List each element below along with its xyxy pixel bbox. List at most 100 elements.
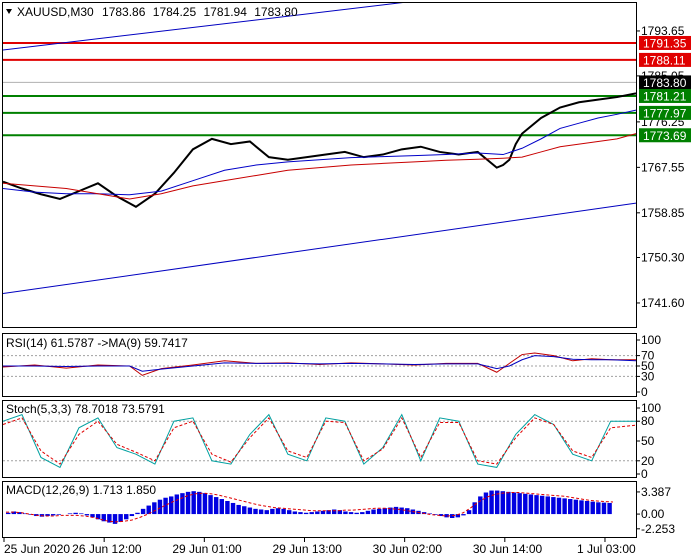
dropdown-triangle-icon[interactable] xyxy=(6,9,12,14)
rsi-panel[interactable] xyxy=(2,333,637,397)
ohlc-open: 1783.86 xyxy=(102,5,146,19)
macd-bar xyxy=(275,508,281,515)
macd-bar xyxy=(258,509,264,515)
macd-bar xyxy=(146,505,151,515)
macd-bar xyxy=(56,514,62,515)
level-label: 1773.69 xyxy=(643,129,687,143)
macd-bar xyxy=(180,493,185,515)
price-series-line xyxy=(3,109,636,196)
macd-bar xyxy=(281,508,286,515)
x-tick-label: 29 Jun 01:00 xyxy=(172,542,242,556)
y-tick-label: 1750.30 xyxy=(641,250,685,264)
level-label-bg xyxy=(639,105,691,120)
macd-bar xyxy=(376,508,382,515)
macd-bar xyxy=(551,497,556,515)
macd-bar xyxy=(50,514,56,516)
osc-tick-label: 0 xyxy=(641,385,648,399)
macd-bar xyxy=(11,511,17,515)
macd-bar xyxy=(590,501,595,515)
level-label: 1781.21 xyxy=(643,89,687,103)
price-panel[interactable] xyxy=(2,2,637,328)
osc-series-line xyxy=(2,416,637,465)
macd-bar xyxy=(303,512,309,515)
macd-bar xyxy=(483,492,489,515)
stoch-header: Stoch(5,3,3) 78.7018 73.5791 xyxy=(6,402,165,416)
macd-bar xyxy=(213,497,219,515)
x-tick-label: 26 Jun 12:00 xyxy=(72,542,142,556)
macd-bar xyxy=(326,510,331,515)
current-price-bg xyxy=(639,75,691,90)
macd-bar xyxy=(152,502,157,515)
macd-bar xyxy=(140,508,146,515)
macd-tick-label: 3.387 xyxy=(641,485,671,499)
price-series-line xyxy=(3,133,636,200)
macd-bar xyxy=(399,507,404,515)
macd-bar xyxy=(309,512,314,515)
macd-bar xyxy=(45,514,50,517)
macd-bar xyxy=(208,495,213,515)
macd-bar xyxy=(539,495,545,515)
osc-tick-label: 80 xyxy=(641,414,655,428)
macd-bar xyxy=(107,514,112,523)
macd-bar xyxy=(185,491,191,515)
ohlc-close: 1783.80 xyxy=(254,5,298,19)
macd-bar xyxy=(17,512,22,515)
price-trendlines xyxy=(3,0,636,295)
osc-tick-label: 50 xyxy=(641,434,655,448)
level-label-bg xyxy=(639,88,691,103)
x-tick-label: 30 Jun 02:00 xyxy=(373,542,443,556)
macd-bar xyxy=(511,492,517,515)
macd-bar xyxy=(360,512,365,515)
macd-bar xyxy=(365,510,371,515)
macd-bar xyxy=(174,494,180,515)
macd-bar xyxy=(22,513,28,515)
time-axis: 25 Jun 2020 26 Jun 12:00 29 Jun 01:00 29 Ju… xyxy=(3,537,636,556)
macd-bar xyxy=(393,506,399,515)
macd-bar xyxy=(298,512,303,515)
level-label-bg xyxy=(639,35,691,50)
price-axis-ticks: 1793.651785.051776.251767.551758.851750.… xyxy=(3,24,691,310)
macd-bar xyxy=(444,514,449,518)
macd-bar xyxy=(6,512,11,515)
macd-bar xyxy=(382,508,387,515)
price-series-line xyxy=(3,92,636,208)
x-tick-label: 30 Jun 14:00 xyxy=(473,542,543,556)
macd-bar xyxy=(292,511,298,515)
trendline[interactable] xyxy=(3,202,636,295)
macd-panel[interactable] xyxy=(2,481,637,538)
macd-bar xyxy=(230,502,236,515)
macd-bar xyxy=(528,494,534,515)
macd-bar xyxy=(95,514,101,520)
macd-bar xyxy=(466,510,472,515)
macd-bar xyxy=(253,508,258,515)
macd-tick-label: -2.253 xyxy=(641,522,675,536)
macd-bar xyxy=(371,509,376,515)
stoch-panel[interactable] xyxy=(2,400,637,478)
macd-bar xyxy=(596,502,601,515)
rsi-header: RSI(14) 61.5787 ->MA(9) 59.7417 xyxy=(6,336,188,350)
macd-bar xyxy=(354,512,359,515)
macd-bar xyxy=(247,507,253,515)
macd-bar xyxy=(579,500,584,515)
price-series-group xyxy=(3,92,636,208)
macd-bar xyxy=(545,496,550,515)
osc-tick-label: 0 xyxy=(641,467,648,481)
macd-bar xyxy=(584,501,590,515)
ohlc-low: 1781.94 xyxy=(204,5,248,19)
macd-bar xyxy=(219,499,224,515)
macd-bar xyxy=(320,510,326,515)
macd-bar xyxy=(67,513,73,515)
current-price-label: 1783.80 xyxy=(643,76,687,90)
macd-bar xyxy=(534,495,539,515)
macd-bar xyxy=(523,493,528,515)
trendline[interactable] xyxy=(3,0,636,51)
macd-bar xyxy=(562,498,567,515)
macd-bar xyxy=(168,496,174,515)
level-label: 1777.97 xyxy=(643,106,687,120)
macd-bar xyxy=(118,514,123,522)
x-tick-label: 25 Jun 2020 xyxy=(4,542,70,556)
macd-bar xyxy=(455,514,461,518)
